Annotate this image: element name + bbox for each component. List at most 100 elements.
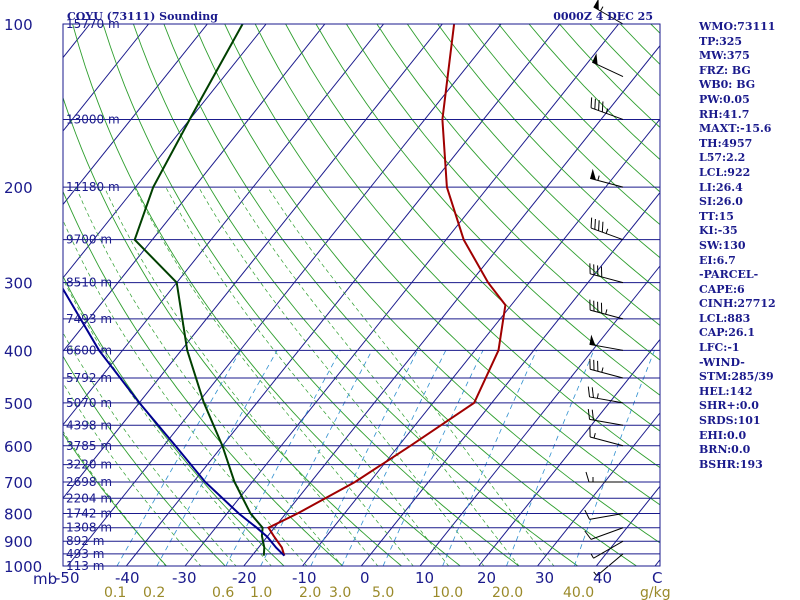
height-label: 13000 m bbox=[66, 112, 120, 126]
wind-barb bbox=[590, 168, 624, 188]
mixing-ratio-label: 0.2 bbox=[143, 585, 165, 600]
index-item: LFC:-1 bbox=[699, 341, 740, 355]
wind-barb bbox=[589, 263, 624, 284]
pressure-tick-label: 500 bbox=[4, 395, 33, 413]
height-label: 2204 m bbox=[66, 491, 112, 505]
wind-barb bbox=[590, 217, 624, 241]
isotherm-line bbox=[184, 24, 619, 566]
wind-barb bbox=[593, 0, 624, 25]
index-item: TH:4957 bbox=[699, 136, 753, 150]
moist-adiabat-line bbox=[63, 430, 167, 566]
dry-adiabat-line bbox=[102, 24, 520, 566]
isotherm-line bbox=[302, 118, 660, 566]
temperature-tick-label: 30 bbox=[535, 569, 554, 587]
height-label: 493 m bbox=[66, 547, 104, 561]
pressure-tick-label: 700 bbox=[4, 474, 33, 492]
height-label: 3785 m bbox=[66, 439, 112, 453]
moist-adiabat-line bbox=[267, 187, 555, 566]
height-label: 1308 m bbox=[66, 521, 112, 535]
height-label: 11180 m bbox=[66, 180, 120, 194]
index-item: CAPE:6 bbox=[699, 282, 745, 296]
isotherm-line bbox=[63, 24, 384, 426]
dry-adiabat-line bbox=[193, 24, 660, 544]
index-item: SHR+:0.0 bbox=[699, 399, 759, 413]
height-label: 9700 m bbox=[66, 233, 112, 247]
isotherm-line bbox=[63, 24, 326, 353]
wind-barb bbox=[591, 53, 624, 77]
isotherm-line bbox=[63, 24, 443, 499]
wind-barb bbox=[589, 358, 624, 379]
wind-barb bbox=[589, 334, 624, 351]
temperature-tick-label: -30 bbox=[172, 569, 197, 587]
wind-barb bbox=[587, 408, 624, 426]
index-item: PW:0.05 bbox=[699, 92, 750, 106]
mixing-ratio-label: 40.0 bbox=[563, 585, 594, 600]
moist-adiabat-line bbox=[198, 187, 485, 566]
dewpoint-trace bbox=[133, 24, 266, 556]
wind-barbs bbox=[584, 0, 624, 577]
mixing-ratio-label: 5.0 bbox=[372, 585, 394, 600]
isotherm-line bbox=[537, 412, 660, 566]
temperature-tick-label: -40 bbox=[115, 569, 140, 587]
mixing-ratio-label: 3.0 bbox=[329, 585, 351, 600]
dry-adiabat-line bbox=[315, 24, 660, 396]
index-item: SRDS:101 bbox=[699, 414, 761, 428]
moist-adiabat-line bbox=[232, 187, 520, 566]
dry-adiabat-line bbox=[346, 24, 660, 361]
isotherm-line bbox=[125, 24, 561, 566]
index-item: BRN:0.0 bbox=[699, 443, 751, 457]
wind-barb bbox=[590, 540, 624, 559]
height-label: 7493 m bbox=[66, 312, 112, 326]
dry-adiabat-line bbox=[437, 24, 660, 259]
index-item: CINH:27712 bbox=[699, 297, 776, 311]
mixing-ratio-label: 2.0 bbox=[299, 585, 321, 600]
index-item: -WIND- bbox=[699, 355, 745, 369]
index-item: LCL:922 bbox=[699, 165, 751, 179]
pressure-tick-label: 800 bbox=[4, 505, 33, 523]
isotherm-line bbox=[63, 24, 267, 279]
valid-time: 0000Z 4 DEC 25 bbox=[553, 10, 653, 23]
pressure-tick-label: 1000 bbox=[4, 558, 42, 576]
index-item: WB0: BG bbox=[699, 78, 756, 92]
index-item: BSHR:193 bbox=[699, 457, 763, 471]
height-label: 5070 m bbox=[66, 396, 112, 410]
index-item: L57:2.2 bbox=[699, 151, 746, 165]
mixing-ratio-label: 10.0 bbox=[432, 585, 463, 600]
index-item: -PARCEL- bbox=[699, 268, 759, 282]
isotherm-line bbox=[419, 265, 660, 566]
dry-adiabat-line bbox=[132, 24, 579, 566]
index-item: EHI:0.0 bbox=[699, 428, 747, 442]
dry-adiabat-line bbox=[63, 96, 403, 566]
moist-adiabat-line bbox=[63, 278, 272, 566]
moist-adiabat-line bbox=[165, 187, 450, 566]
index-item: TT:15 bbox=[699, 209, 734, 223]
index-item: LCL:883 bbox=[699, 311, 751, 325]
isotherm-line bbox=[63, 24, 149, 132]
height-label: 3220 m bbox=[66, 458, 112, 472]
height-label: 5792 m bbox=[66, 371, 112, 385]
index-item: CAP:26.1 bbox=[699, 326, 756, 340]
dry-adiabat-line bbox=[63, 190, 344, 566]
index-item: MAXT:-15.6 bbox=[699, 122, 772, 136]
temperature-tick-label: 40 bbox=[593, 569, 612, 587]
isotherm-line bbox=[478, 338, 660, 566]
dry-adiabat-line bbox=[254, 24, 660, 469]
isotherm-line bbox=[63, 24, 208, 206]
dry-adiabat-line bbox=[406, 24, 660, 292]
isotherm-line bbox=[360, 191, 660, 566]
mixing-ratio-label: 0.1 bbox=[104, 585, 126, 600]
dry-adiabat-line bbox=[63, 355, 226, 566]
sounding-traces bbox=[63, 24, 507, 557]
index-item: SI:26.0 bbox=[699, 195, 743, 209]
temperature-tick-label: 0 bbox=[360, 569, 370, 587]
mixing-ratio-label: 0.6 bbox=[212, 585, 234, 600]
pressure-tick-label: 400 bbox=[4, 342, 33, 360]
index-item: EI:6.7 bbox=[699, 253, 736, 267]
wind-barb bbox=[584, 527, 624, 540]
height-label: 6600 m bbox=[66, 343, 112, 357]
dry-adiabat-line bbox=[163, 24, 638, 566]
moist-adiabat-line bbox=[63, 332, 237, 566]
sounding-indices-panel: WMO:73111 TP:325 MW:375 FRZ: BG WB0: BG PW:0.… bbox=[699, 20, 799, 472]
moist-adiabat-line bbox=[63, 382, 202, 566]
pressure-tick-label: 300 bbox=[4, 275, 33, 293]
